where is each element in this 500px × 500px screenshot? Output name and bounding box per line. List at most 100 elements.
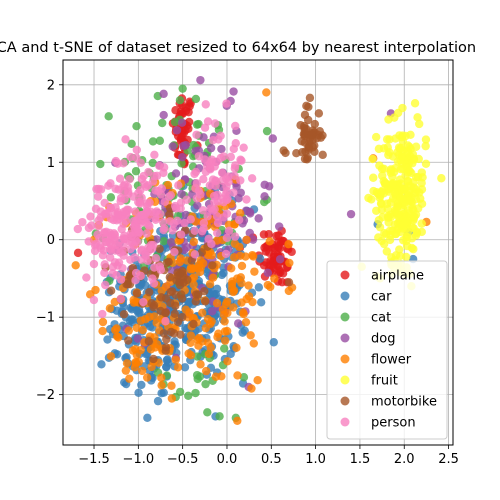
point-dog: [199, 133, 208, 142]
point-person: [242, 195, 251, 204]
point-dog: [234, 194, 243, 203]
point-fruit: [368, 154, 377, 164]
point-dog: [265, 182, 274, 191]
point-person: [210, 119, 220, 128]
point-dog: [245, 209, 255, 218]
point-flower: [157, 381, 166, 390]
point-dog: [245, 228, 254, 238]
point-person: [199, 175, 208, 184]
point-person: [230, 171, 239, 181]
point-fruit: [417, 219, 426, 228]
point-person: [234, 215, 244, 225]
point-motorbike: [162, 335, 171, 344]
point-person: [143, 181, 153, 190]
point-flower: [98, 317, 108, 327]
point-person: [190, 169, 199, 179]
point-person: [105, 253, 115, 262]
point-person: [160, 224, 169, 233]
point-person: [78, 217, 87, 227]
point-fruit: [421, 135, 431, 144]
legend-label-person: person: [371, 416, 416, 431]
point-flower: [132, 323, 141, 332]
point-fruit: [387, 253, 396, 262]
point-airplane: [184, 124, 193, 133]
point-fruit: [410, 99, 420, 108]
point-flower: [201, 366, 211, 376]
x-tick-label: 0.0: [217, 452, 238, 467]
point-person: [190, 226, 199, 235]
point-cat: [127, 139, 136, 149]
point-cat: [96, 159, 105, 169]
point-flower: [213, 332, 222, 342]
point-person: [100, 268, 109, 278]
point-fruit: [385, 226, 395, 235]
point-motorbike: [177, 294, 187, 303]
point-person: [192, 194, 202, 203]
point-person: [86, 212, 95, 221]
point-cat: [201, 379, 210, 389]
point-motorbike: [310, 119, 320, 129]
point-cat: [194, 119, 203, 129]
point-cat: [132, 121, 141, 131]
point-fruit: [383, 204, 392, 214]
legend: airplane car cat dog flower fruit motorbike per…: [326, 260, 448, 440]
point-car: [97, 360, 106, 369]
point-person: [247, 174, 257, 183]
point-fruit: [369, 173, 378, 182]
point-person: [209, 191, 219, 201]
legend-box: [326, 260, 448, 440]
point-motorbike: [170, 309, 179, 318]
point-person: [226, 152, 236, 162]
y-tick-label: −2: [36, 388, 55, 403]
x-tick-label: −0.5: [167, 452, 199, 467]
point-person: [229, 188, 238, 197]
point-fruit: [379, 144, 389, 153]
point-person: [94, 222, 103, 231]
point-cat: [215, 412, 224, 421]
point-person: [82, 273, 91, 282]
point-cat: [191, 94, 201, 104]
point-fruit: [374, 233, 383, 242]
point-fruit: [382, 135, 392, 144]
point-person: [116, 294, 126, 304]
point-person: [142, 199, 152, 208]
point-person: [150, 171, 159, 181]
point-airplane: [265, 248, 274, 257]
point-person: [231, 121, 240, 131]
y-tick-label: 0: [47, 233, 55, 248]
point-fruit: [378, 171, 387, 180]
point-person: [186, 215, 195, 224]
point-person: [111, 156, 121, 166]
point-fruit: [421, 141, 430, 151]
point-cat: [239, 373, 249, 382]
point-motorbike: [162, 258, 172, 268]
point-motorbike: [200, 286, 209, 296]
point-fruit: [403, 168, 413, 177]
point-flower: [229, 287, 238, 297]
point-flower: [204, 349, 214, 359]
point-person: [192, 130, 201, 139]
point-person: [170, 247, 179, 257]
point-flower: [186, 263, 196, 272]
point-flower: [232, 343, 241, 352]
point-motorbike: [316, 133, 326, 142]
point-person: [119, 187, 128, 196]
point-flower: [220, 317, 229, 326]
point-fruit: [417, 185, 427, 194]
point-flower: [157, 286, 166, 295]
point-person: [93, 192, 103, 201]
point-person: [224, 226, 234, 236]
point-person: [100, 228, 109, 237]
point-fruit: [374, 216, 384, 225]
point-flower: [181, 305, 191, 314]
point-dog: [248, 235, 258, 244]
point-flower: [151, 343, 160, 352]
point-person: [142, 229, 151, 238]
point-person: [180, 218, 189, 228]
point-person: [222, 182, 231, 191]
point-car: [122, 353, 131, 362]
point-flower: [247, 384, 256, 393]
point-flower: [285, 258, 294, 268]
point-car: [103, 335, 112, 344]
point-motorbike: [165, 210, 174, 219]
